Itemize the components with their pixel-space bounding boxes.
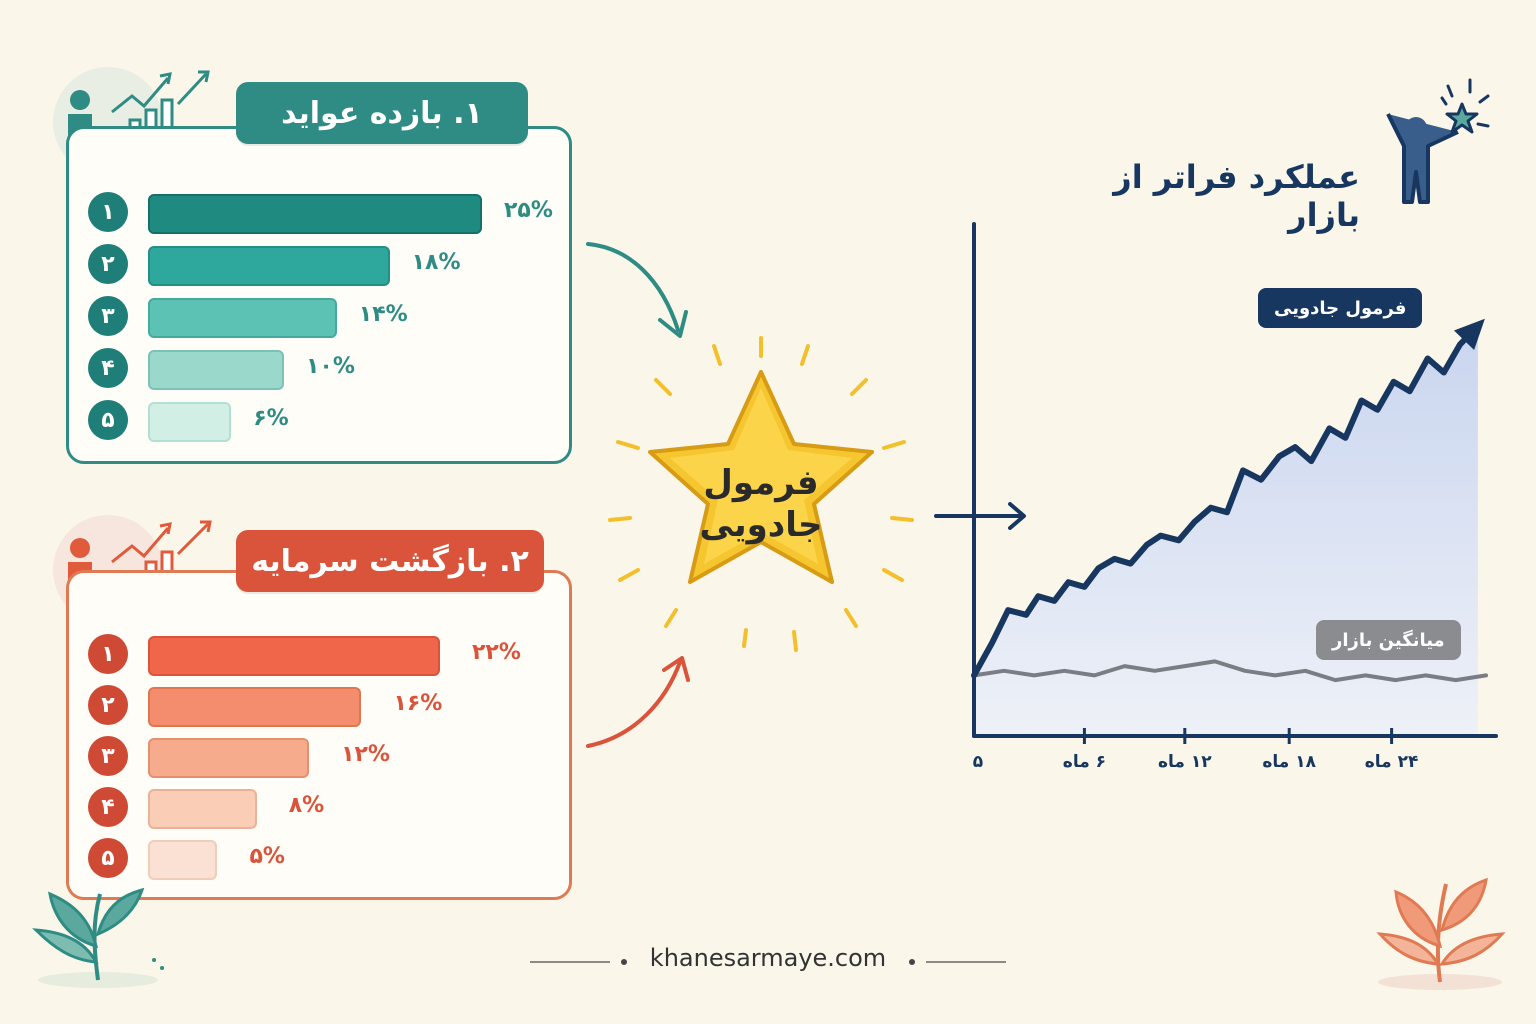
chart-title: عملکرد فراتر از بازار [1113, 158, 1360, 234]
returns-bar-2 [148, 246, 390, 286]
returns-bar-3 [148, 298, 337, 338]
payback-rank-3: ۳ [88, 736, 128, 776]
x-tick-label-3: ۱۲ ماه [1157, 752, 1212, 772]
returns-rank-2: ۲ [88, 244, 128, 284]
celebrating-person-icon [1386, 78, 1490, 204]
returns-rank-5: ۵ [88, 400, 128, 440]
payback-bar-5 [148, 840, 218, 880]
returns-rank-1: ۱ [88, 192, 128, 232]
returns-value-label-2: ۱۸% [411, 250, 461, 275]
payback-panel [66, 570, 572, 900]
payback-bar-2 [148, 687, 362, 727]
footer-website: khanesarmaye.com [649, 944, 887, 972]
footer-divider [530, 959, 1006, 965]
payback-rank-4: ۴ [88, 787, 128, 827]
returns-value-label-3: ۱۴% [358, 302, 408, 327]
returns-bar-5 [148, 402, 232, 442]
payback-panel-title: ۲. بازگشت سرمایه [236, 530, 544, 592]
red-curved-arrow-icon [586, 656, 690, 748]
payback-value-label-2: ۱۶% [393, 691, 443, 716]
payback-bar-3 [148, 738, 310, 778]
teal-curved-arrow-icon [586, 242, 688, 338]
x-tick-label-5: ۲۴ ماه [1364, 752, 1419, 772]
payback-bar-1 [148, 636, 440, 676]
returns-value-label-4: ۱۰% [306, 354, 355, 379]
payback-rank-5: ۵ [88, 838, 128, 878]
legend-tag-market: میانگین بازار [1316, 620, 1461, 660]
returns-value-label-5: ۶% [253, 406, 289, 431]
returns-panel-title: ۱. بازده عواید [236, 82, 528, 144]
returns-value-label-1: ۲۵% [504, 198, 553, 223]
legend-tag-formula: فرمول جادویی [1258, 288, 1423, 328]
coral-plant-icon [1376, 877, 1506, 990]
x-tick-label-4: ۱۸ ماه [1262, 752, 1317, 772]
star-label: فرمول جادویی [676, 462, 846, 546]
right-arrow-icon [934, 502, 1026, 530]
star-label-line2: جادویی [699, 505, 823, 545]
payback-rank-1: ۱ [88, 634, 128, 674]
series-line-market [972, 659, 1488, 683]
payback-value-label-3: ۱۲% [341, 742, 390, 767]
payback-bar-4 [148, 789, 257, 829]
star-label-line1: فرمول [703, 463, 819, 503]
payback-value-label-5: ۵% [249, 844, 285, 869]
series-line-formula [971, 322, 1481, 679]
magic-formula-star-icon [608, 336, 914, 652]
payback-rank-2: ۲ [88, 685, 128, 725]
returns-panel [66, 126, 572, 464]
payback-value-label-4: ۸% [288, 793, 325, 818]
teal-plant-icon [32, 887, 164, 988]
returns-rank-4: ۴ [88, 348, 128, 388]
returns-bar-4 [148, 350, 284, 390]
x-tick-label-1: ۵ [972, 752, 984, 772]
x-tick-label-2: ۶ ماه [1062, 752, 1107, 772]
returns-bar-1 [148, 194, 482, 234]
market-performance-chart [971, 222, 1498, 744]
formula-arrowhead [1454, 318, 1485, 350]
returns-rank-3: ۳ [88, 296, 128, 336]
payback-value-label-1: ۲۲% [472, 640, 521, 665]
